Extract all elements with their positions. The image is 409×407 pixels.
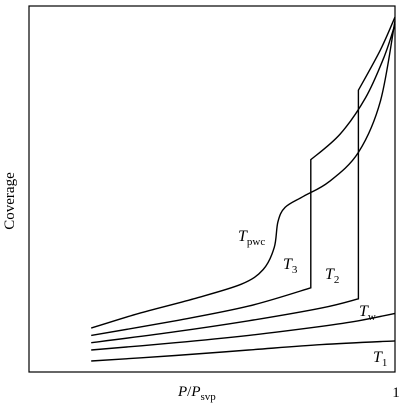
series-label-main: T xyxy=(359,303,369,320)
series-label-sub: pwc xyxy=(247,236,265,248)
series-label-t2: T2 xyxy=(325,266,339,286)
series-label-t1: T1 xyxy=(373,349,387,369)
series-label-tpwc: Tpwc xyxy=(238,228,265,248)
x-axis-label: P/Psvp xyxy=(177,384,216,403)
series-label-sub: 1 xyxy=(382,357,388,369)
series-label-main: T xyxy=(325,266,335,283)
series-label-sub: w xyxy=(368,311,376,323)
series-line-t1 xyxy=(91,340,396,362)
curves-group xyxy=(90,16,396,362)
series-label-sub: 3 xyxy=(292,264,298,276)
x-label-sub: svp xyxy=(201,391,217,403)
series-label-main: T xyxy=(238,228,248,245)
y-axis-label: Coverage xyxy=(2,172,18,230)
series-label-main: T xyxy=(283,256,293,273)
x-label-slash: / xyxy=(187,384,192,400)
series-line-tw xyxy=(91,312,396,351)
series-label-sub: 2 xyxy=(334,274,340,286)
series-label-t3: T3 xyxy=(283,256,298,276)
series-label-main: T xyxy=(373,349,383,366)
series-line-t3 xyxy=(91,24,396,337)
series-line-tpwc xyxy=(90,20,396,329)
x-tick-end: 1 xyxy=(392,385,400,401)
x-label-p2: P xyxy=(190,384,200,400)
series-line-t2 xyxy=(91,16,396,344)
plot-frame xyxy=(28,5,396,373)
x-label-p: P xyxy=(177,384,187,400)
series-label-tw: Tw xyxy=(359,303,376,323)
